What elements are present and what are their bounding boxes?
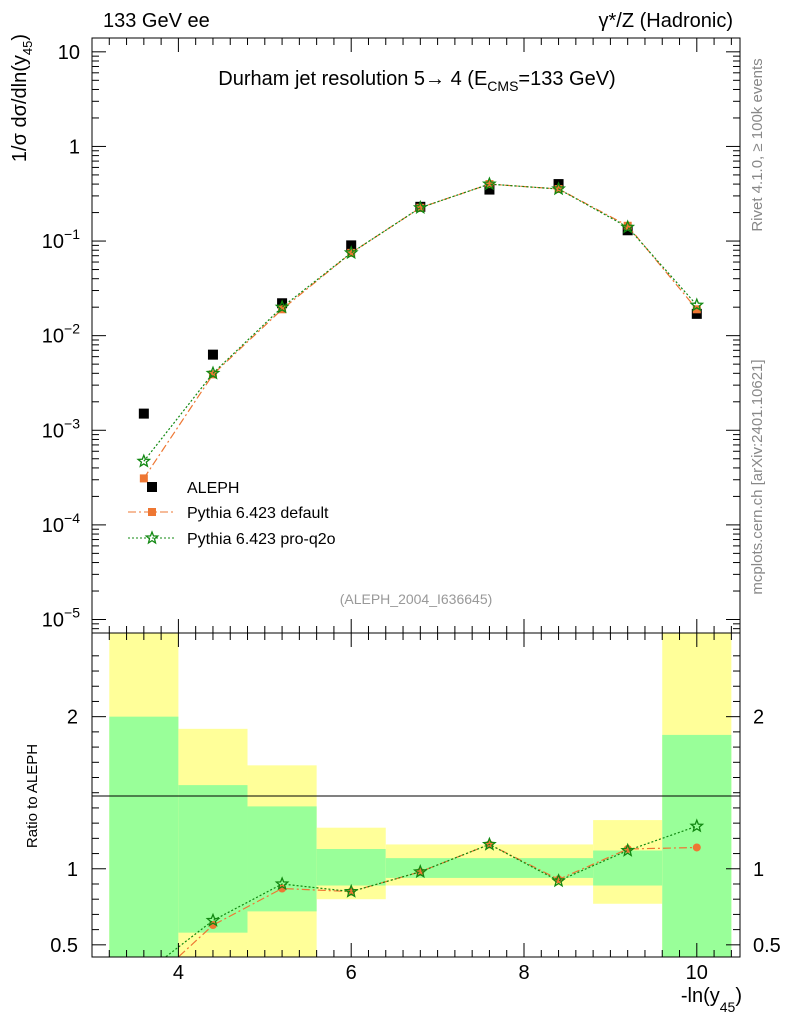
aleph-data-point xyxy=(484,184,495,195)
main-title: Durham jet resolution 5→ 4 (ECMS=133 GeV… xyxy=(218,68,615,94)
main-y-tick-label: 10−3 xyxy=(42,415,80,442)
main-y-tick-exponent: −2 xyxy=(64,321,80,337)
pro-q2o-point xyxy=(412,199,428,215)
ratio-y-tick-label-left: 0.5 xyxy=(50,935,78,957)
ratio-y-tick-label-right: 1 xyxy=(753,859,764,881)
ratio-default-point xyxy=(208,921,217,930)
pro-q2o-point xyxy=(136,453,152,468)
ratio-green-band xyxy=(385,858,594,878)
main-y-tick-exponent: −4 xyxy=(64,510,80,526)
main-y-axis-label: 1/σ dσ/dln(y45) xyxy=(9,34,35,162)
pro-q2o-point xyxy=(205,365,221,380)
pro-q2o-point xyxy=(343,245,359,260)
ratio-green-band xyxy=(178,785,248,933)
legend-marker-default xyxy=(148,508,156,516)
ratio-pro-q2o-point xyxy=(620,842,636,857)
legend-label-default: Pythia 6.423 default xyxy=(187,505,329,522)
x-tick-label: 6 xyxy=(346,962,357,984)
main-y-tick-exponent: −5 xyxy=(64,605,80,621)
ratio-pro-q2o-point xyxy=(343,883,359,898)
analysis-watermark: (ALEPH_2004_I636645) xyxy=(340,591,493,607)
default-point xyxy=(347,248,356,257)
ratio-green-band xyxy=(593,850,663,886)
pro-q2o-point xyxy=(620,219,636,234)
ratio-y-tick-label-right: 0.5 xyxy=(753,935,781,957)
main-y-tick-label: 1 xyxy=(69,136,80,158)
ratio-default-point xyxy=(278,884,287,893)
main-y-tick-label: 10−5 xyxy=(42,605,80,632)
default-point xyxy=(139,474,148,483)
main-y-tick-label: 10−1 xyxy=(42,226,80,253)
main-y-tick-base: 10 xyxy=(42,231,64,253)
ratio-pro-q2o-point xyxy=(205,912,221,927)
ratio-pro-q2o-point xyxy=(689,818,705,833)
ratio-y-tick-label-right: 2 xyxy=(753,707,764,729)
aleph-data-point xyxy=(691,308,702,319)
default-point xyxy=(623,221,632,230)
ratio-default-point xyxy=(692,843,701,852)
ratio-line-pro-q2o xyxy=(164,825,697,957)
main-y-tick-base: 10 xyxy=(42,610,64,632)
ratio-line-default xyxy=(177,843,697,957)
aleph-data-point xyxy=(277,298,288,309)
default-point xyxy=(485,180,494,189)
ratio-pro-q2o-point xyxy=(274,876,290,891)
rivet-version-label: Rivet 4.1.0, ≥ 100k events xyxy=(749,58,766,231)
legend-label-aleph: ALEPH xyxy=(187,480,239,497)
default-point xyxy=(416,203,425,212)
main-y-tick-base: 10 xyxy=(42,326,64,348)
legend-marker-pro-q2o xyxy=(144,530,160,545)
ratio-pro-q2o-point xyxy=(412,863,428,879)
ratio-panel: 0.5 0.5 1 1 2 2 4 6 8 10 Ratio to ALEPH -ln(y45) xyxy=(24,632,781,1015)
ratio-pro-q2o-point xyxy=(481,836,497,851)
main-y-tick-base: 10 xyxy=(42,420,64,442)
ratio-green-band xyxy=(316,849,386,886)
default-point xyxy=(208,370,217,379)
main-y-tick-base: 10 xyxy=(58,42,80,64)
main-y-tick-label: 10−2 xyxy=(42,321,80,348)
header-right-label: γ*/Z (Hadronic) xyxy=(599,10,733,32)
x-tick-label: 10 xyxy=(686,962,708,984)
aleph-data-point xyxy=(138,408,149,419)
pro-q2o-point xyxy=(274,299,290,314)
legend-label-pro-q2o: Pythia 6.423 pro-q2o xyxy=(187,531,336,548)
main-y-tick-label: 10 xyxy=(58,42,80,64)
main-y-tick-exponent: −1 xyxy=(64,226,80,242)
pro-q2o-point xyxy=(481,176,497,191)
ratio-pro-q2o-point xyxy=(551,873,567,888)
x-tick-label: 4 xyxy=(173,962,184,984)
ratio-y-tick-label-left: 1 xyxy=(67,859,78,881)
aleph-data-point xyxy=(207,349,218,360)
ratio-y-axis-label: Ratio to ALEPH xyxy=(24,744,41,848)
main-y-tick-exponent: −3 xyxy=(64,415,80,431)
ratio-frame xyxy=(91,632,741,958)
x-tick-label: 8 xyxy=(518,962,529,984)
ratio-green-band xyxy=(247,806,317,912)
ratio-y-tick-label-left: 2 xyxy=(67,707,78,729)
header-left-label: 133 GeV ee xyxy=(103,10,210,32)
main-y-tick-base: 10 xyxy=(42,515,64,537)
x-axis-label: -ln(y45) xyxy=(681,985,742,1015)
mcplots-label: mcplots.cern.ch [arXiv:2401.10621] xyxy=(749,359,766,594)
ratio-green-band xyxy=(109,716,179,957)
main-y-tick-label: 10−4 xyxy=(42,510,80,537)
pro-q2o-point xyxy=(689,297,705,312)
pro-q2o-point xyxy=(551,181,567,196)
legend: ALEPH Pythia 6.423 default Pythia 6.423 … xyxy=(128,480,336,548)
default-point xyxy=(692,305,701,314)
main-y-tick-base: 1 xyxy=(69,136,80,158)
main-line-default xyxy=(143,183,698,479)
main-line-pro-q2o xyxy=(143,183,698,462)
legend-marker-aleph xyxy=(147,482,157,492)
